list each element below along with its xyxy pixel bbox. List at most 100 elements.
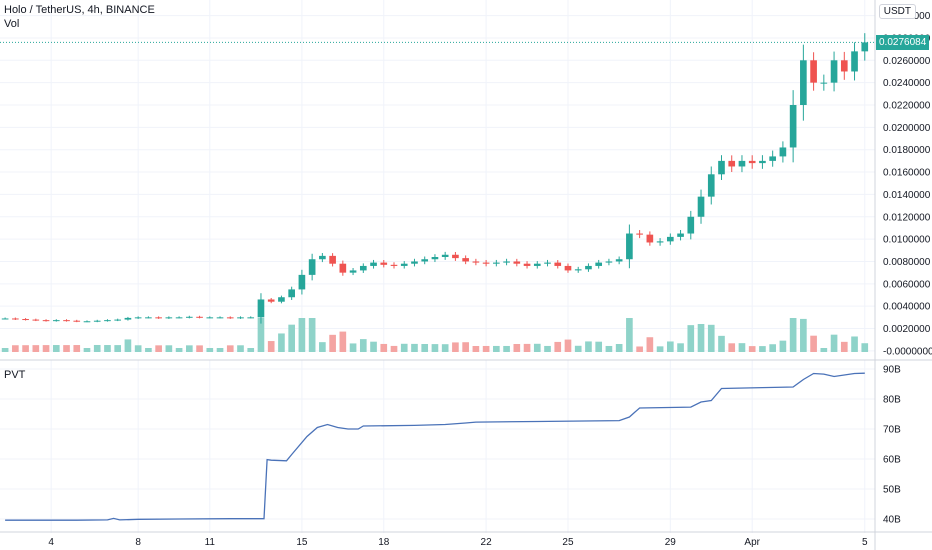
candle-body — [759, 160, 766, 164]
y-tick-label: 0.0220000 — [883, 101, 931, 112]
volume-bar — [165, 345, 173, 352]
candle-body — [237, 317, 244, 319]
candle-body — [400, 263, 408, 266]
volume-bar — [145, 348, 152, 352]
candle-body — [370, 262, 377, 266]
volume-bar — [421, 344, 429, 352]
volume-bar — [400, 343, 408, 352]
volume-bar — [114, 345, 122, 352]
candle-body — [533, 263, 541, 266]
candle-body — [22, 319, 29, 321]
y-tick-label: 0.0180000 — [883, 145, 931, 156]
candle-body — [63, 320, 70, 322]
volume-bar — [503, 345, 510, 352]
volume-bar — [779, 340, 787, 352]
candle-body — [186, 316, 193, 318]
volume-bar — [472, 346, 480, 352]
y-tick-label: 0.0080000 — [883, 257, 931, 268]
candle-body — [134, 317, 142, 319]
volume-bar — [12, 345, 19, 352]
x-tick-label: 11 — [205, 537, 216, 548]
volume-bar — [840, 341, 848, 352]
pvt-tick-label: 80B — [883, 395, 901, 406]
candle-body — [472, 261, 480, 263]
candle-body — [52, 320, 60, 322]
candle-body — [73, 320, 81, 322]
candle-body — [574, 269, 582, 271]
candle-body — [656, 241, 664, 243]
volume-bar — [247, 348, 255, 352]
volume-bar — [595, 341, 603, 352]
volume-bar — [585, 341, 592, 352]
candle-body — [851, 51, 858, 72]
x-tick-label: Apr — [744, 537, 760, 548]
volume-bar — [298, 318, 306, 352]
candle-body — [861, 42, 869, 52]
candle-body — [145, 317, 152, 319]
volume-bar — [411, 343, 418, 352]
y-tick-label: 0.0060000 — [883, 279, 931, 290]
candle-body — [83, 321, 91, 323]
x-tick-label: 5 — [862, 537, 868, 548]
volume-bar — [288, 324, 295, 352]
volume-legend: Vol — [4, 18, 20, 30]
candle-body — [544, 262, 551, 264]
candle-body — [257, 299, 265, 318]
candle-body — [329, 255, 336, 264]
volume-bar — [656, 346, 664, 352]
volume-bar — [800, 318, 807, 352]
candle-body — [12, 318, 19, 320]
candle-body — [585, 265, 592, 270]
y-tick-label: 0.0140000 — [883, 190, 931, 201]
candle-body — [288, 289, 295, 298]
candle-body — [626, 233, 633, 260]
volume-bar — [861, 343, 869, 352]
candle-body — [830, 60, 838, 83]
candle-body — [411, 261, 418, 264]
candle-body — [697, 196, 705, 217]
candle-body — [718, 160, 725, 175]
volume-bar — [22, 345, 29, 352]
volume-bar — [196, 345, 203, 352]
y-tick-label: 0.0100000 — [883, 235, 931, 246]
candle-body — [441, 254, 449, 257]
volume-bar — [605, 345, 613, 352]
candle-body — [278, 297, 285, 302]
volume-bar — [237, 345, 244, 352]
volume-bar — [851, 336, 858, 352]
volume-bar — [513, 344, 521, 352]
volume-bar — [493, 345, 500, 352]
candle-body — [114, 319, 122, 321]
volume-bar — [697, 324, 705, 352]
volume-bar — [687, 325, 695, 352]
volume-bar — [523, 343, 531, 352]
x-tick-label: 22 — [481, 537, 493, 548]
candle-body — [677, 233, 684, 237]
x-tick-label: 4 — [48, 537, 54, 548]
y-tick-label: 0.0120000 — [883, 212, 931, 223]
candle-body — [298, 274, 306, 290]
grid — [0, 0, 875, 533]
y-tick-label: 0.0260000 — [883, 56, 931, 67]
candle-body — [738, 160, 746, 167]
candle-body — [666, 236, 674, 242]
volume-bar — [728, 343, 736, 352]
candle-body — [820, 82, 828, 84]
x-tick-label: 8 — [135, 537, 141, 548]
currency-button[interactable]: USDT — [878, 4, 916, 19]
symbol-title: Holo / TetherUS, 4h, BINANCE — [4, 4, 155, 16]
candle-body — [42, 320, 50, 322]
volume-bar — [175, 348, 183, 352]
volume-bar — [769, 344, 776, 352]
y-tick-label: 0.0160000 — [883, 168, 931, 179]
x-tick-label: 29 — [665, 537, 677, 548]
volume-bar — [329, 334, 336, 352]
candle-body — [636, 233, 643, 235]
volume-bar — [810, 335, 817, 352]
volume-bar — [748, 346, 756, 352]
x-tick-label: 25 — [562, 537, 574, 548]
candle-body — [687, 216, 695, 234]
candle-body — [93, 320, 101, 322]
candle-body — [513, 261, 521, 264]
